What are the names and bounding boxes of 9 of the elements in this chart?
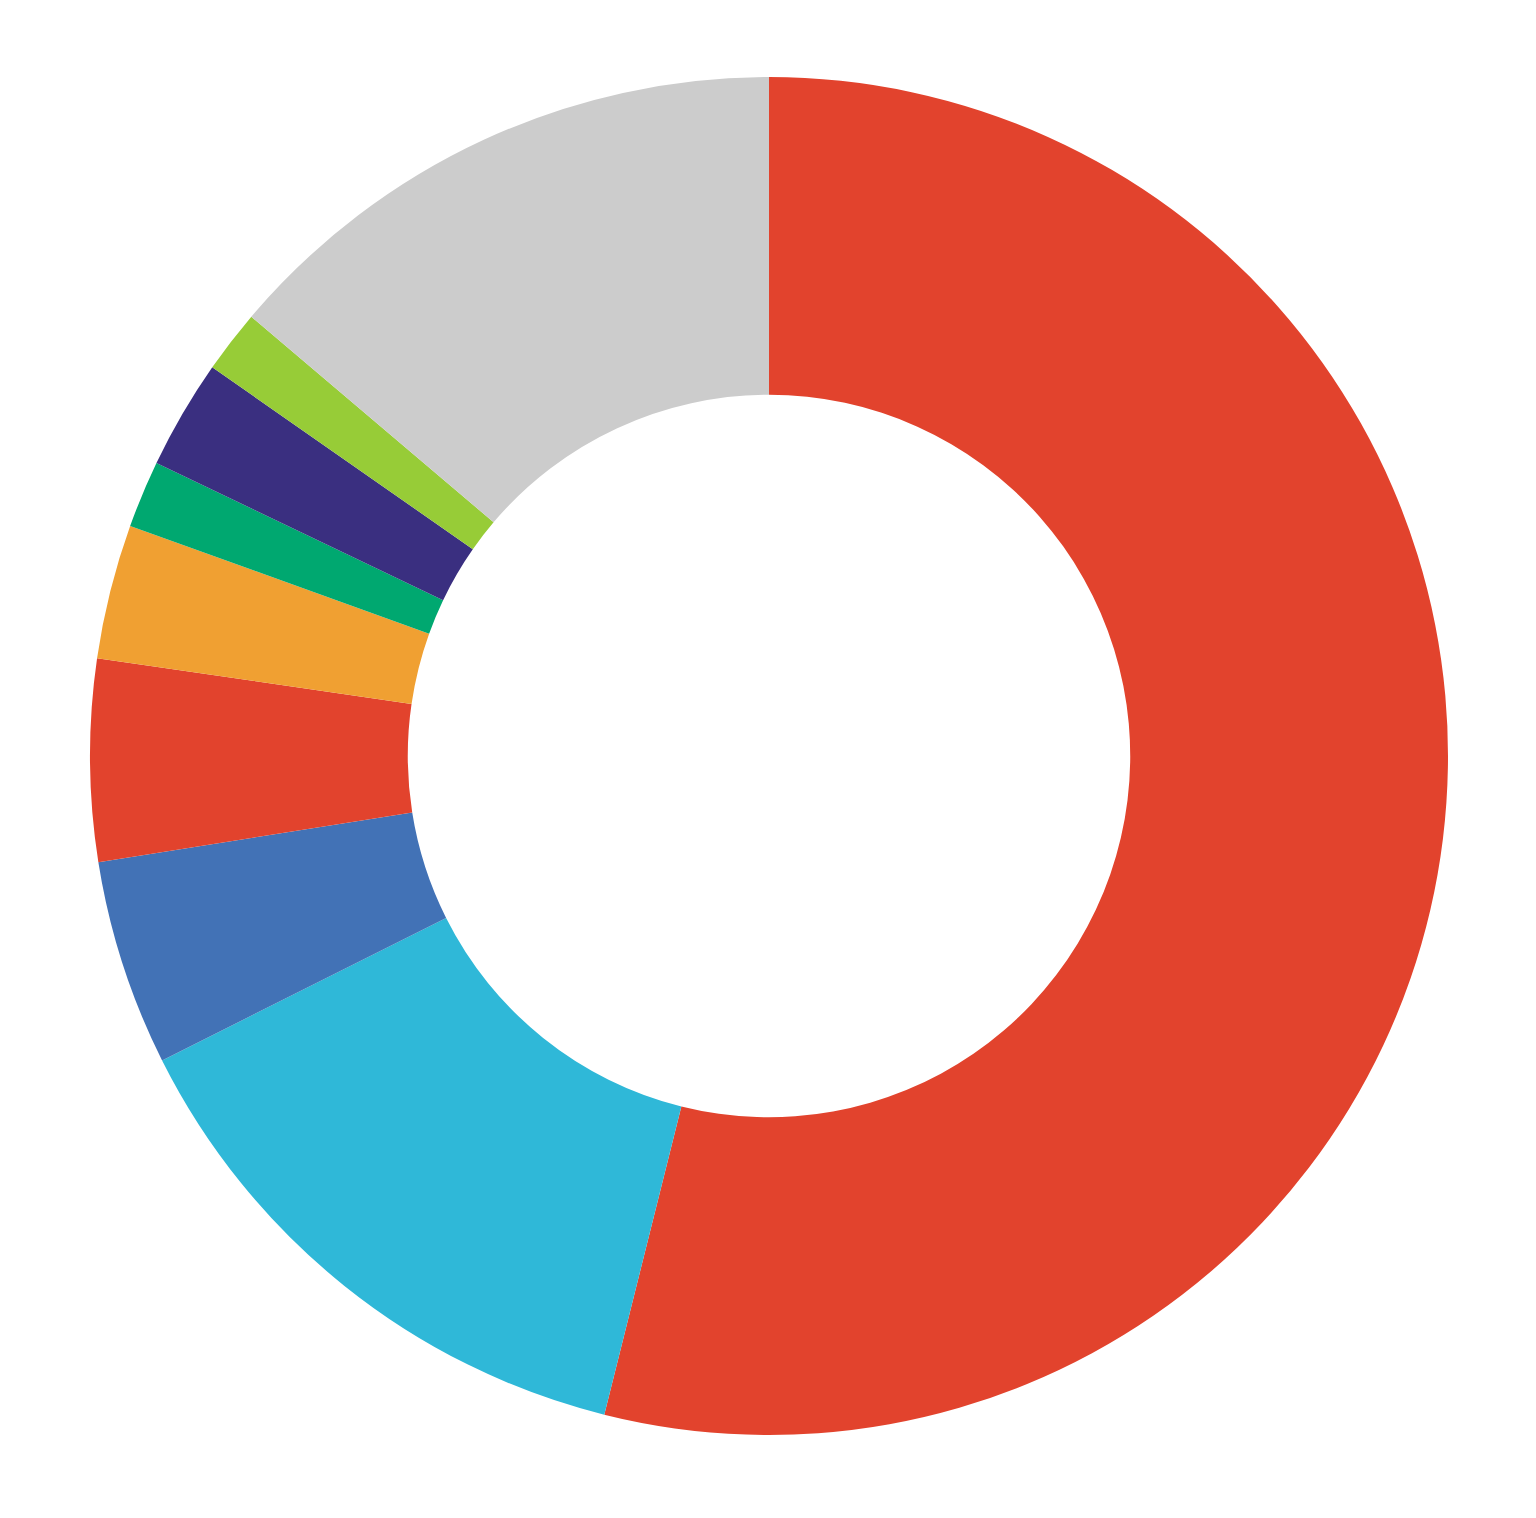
- donut-slice: [130, 463, 444, 634]
- donut-slice: [604, 77, 1447, 1435]
- donut-slice: [98, 812, 447, 1061]
- donut-slice: [212, 316, 494, 550]
- donut-slice: [162, 917, 682, 1415]
- donut-slice: [251, 77, 769, 523]
- donut-slice: [97, 526, 430, 704]
- donut-slice: [156, 367, 473, 601]
- donut-slice: [90, 658, 413, 863]
